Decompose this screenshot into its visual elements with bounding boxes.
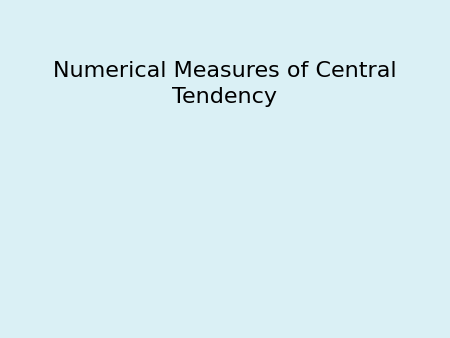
- Text: Numerical Measures of Central
Tendency: Numerical Measures of Central Tendency: [53, 61, 397, 107]
